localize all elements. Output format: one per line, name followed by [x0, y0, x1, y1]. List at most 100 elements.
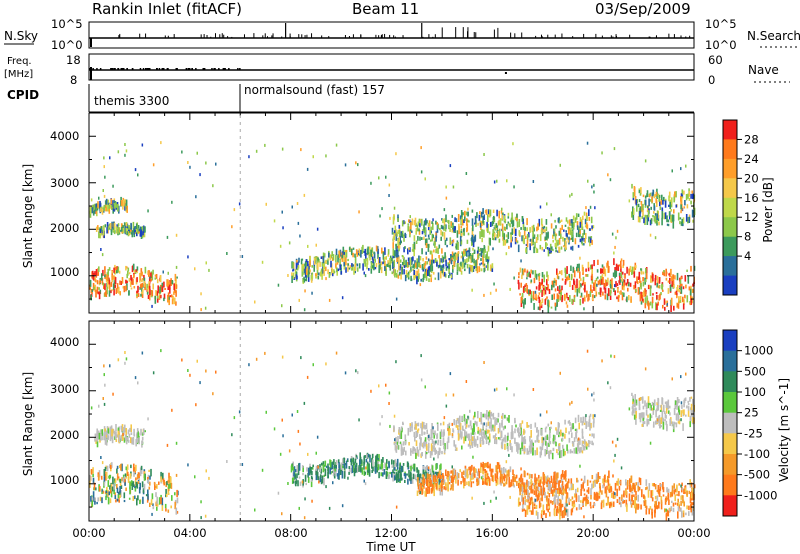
- echo-cell: [524, 471, 526, 478]
- echo-cell: [579, 438, 581, 445]
- echo-cell: [159, 286, 161, 294]
- echo-cell: [402, 463, 405, 466]
- echo-cell: [434, 430, 436, 436]
- echo-cell: [401, 255, 404, 258]
- echo-cell: [510, 239, 512, 243]
- echo-cell: [436, 463, 438, 469]
- echo-cell: [570, 273, 573, 281]
- echo-cell: [515, 237, 518, 242]
- echo-cell: [107, 226, 110, 231]
- echo-cell: [614, 290, 616, 296]
- echo-cell: [473, 432, 476, 435]
- echo-cell: [475, 468, 478, 473]
- echo-cell: [621, 271, 624, 275]
- echo-cell: [337, 473, 339, 480]
- echo-cell: [383, 258, 385, 264]
- echo-cell: [587, 500, 589, 504]
- echo-cell: [691, 190, 693, 194]
- echo-cell: [617, 295, 620, 302]
- echo-cell: [482, 258, 484, 265]
- echo-cell: [587, 267, 590, 272]
- echo-cell: [553, 293, 555, 300]
- echo-cell: [639, 478, 642, 486]
- echo-cell: [558, 443, 560, 452]
- echo-cell: [432, 446, 434, 450]
- echo-cell: [570, 246, 572, 250]
- echo-cell: [585, 441, 588, 447]
- echo-cell: [571, 284, 574, 290]
- echo-cell: [613, 147, 616, 151]
- echo-cell: [457, 433, 460, 441]
- echo-cell: [293, 466, 296, 470]
- echo-cell: [95, 269, 98, 277]
- echo-cell: [496, 472, 499, 480]
- echo-cell: [487, 257, 489, 262]
- echo-cell: [395, 472, 398, 479]
- echo-cell: [689, 302, 692, 306]
- echo-cell: [309, 256, 311, 261]
- echo-cell: [403, 258, 405, 265]
- echo-cell: [559, 163, 561, 167]
- echo-cell: [363, 455, 366, 459]
- echo-cell: [421, 237, 423, 240]
- echo-cell: [375, 245, 378, 252]
- echo-cell: [631, 485, 633, 488]
- echo-cell: [452, 476, 455, 483]
- echo-cell: [457, 473, 460, 479]
- echo-cell: [357, 163, 359, 167]
- echo-cell: [397, 472, 399, 478]
- echo-cell: [306, 467, 308, 472]
- echo-cell: [410, 473, 412, 481]
- echo-cell: [462, 470, 465, 476]
- echo-cell: [94, 497, 96, 503]
- echo-cell: [488, 214, 490, 217]
- echo-cell: [373, 252, 376, 260]
- echo-cell: [471, 241, 473, 246]
- echo-cell: [529, 509, 531, 513]
- echo-cell: [102, 282, 105, 286]
- echo-cell: [677, 304, 680, 309]
- echo-cell: [478, 471, 481, 479]
- echo-cell: [591, 433, 593, 437]
- echo-cell: [590, 264, 592, 270]
- echo-cell: [650, 285, 652, 289]
- echo-cell: [105, 474, 107, 481]
- echo-cell: [470, 481, 473, 488]
- echo-cell: [671, 169, 673, 173]
- echo-cell: [147, 294, 150, 299]
- colorbar-tick-label: 8: [744, 230, 751, 244]
- echo-cell: [680, 167, 682, 171]
- echo-cell: [406, 273, 409, 278]
- echo-cell: [564, 267, 566, 273]
- echo-cell: [506, 470, 508, 474]
- echo-cell: [519, 428, 521, 434]
- echo-cell: [96, 437, 98, 442]
- echo-cell: [397, 238, 399, 246]
- echo-cell: [683, 206, 686, 209]
- echo-cell: [399, 433, 401, 439]
- echo-cell: [408, 261, 410, 266]
- echo-cell: [472, 423, 475, 431]
- echo-cell: [407, 274, 410, 278]
- echo-cell: [442, 218, 444, 224]
- echo-cell: [688, 188, 690, 194]
- echo-cell: [591, 239, 593, 245]
- echo-cell: [134, 485, 137, 492]
- echo-cell: [554, 501, 556, 505]
- echo-cell: [578, 226, 580, 232]
- echo-cell: [681, 510, 683, 518]
- echo-cell: [429, 239, 432, 242]
- echo-cell: [117, 150, 120, 154]
- echo-cell: [405, 259, 407, 268]
- echo-cell: [522, 497, 525, 505]
- echo-cell: [171, 280, 174, 284]
- echo-cell: [440, 485, 443, 492]
- echo-cell: [156, 295, 159, 299]
- echo-cell: [607, 479, 610, 486]
- echo-cell: [582, 482, 584, 489]
- freq-left-tick-bottom: 8: [70, 73, 77, 87]
- echo-cell: [410, 465, 412, 472]
- echo-cell: [578, 504, 581, 510]
- echo-cell: [119, 280, 121, 285]
- echo-cell: [97, 268, 99, 276]
